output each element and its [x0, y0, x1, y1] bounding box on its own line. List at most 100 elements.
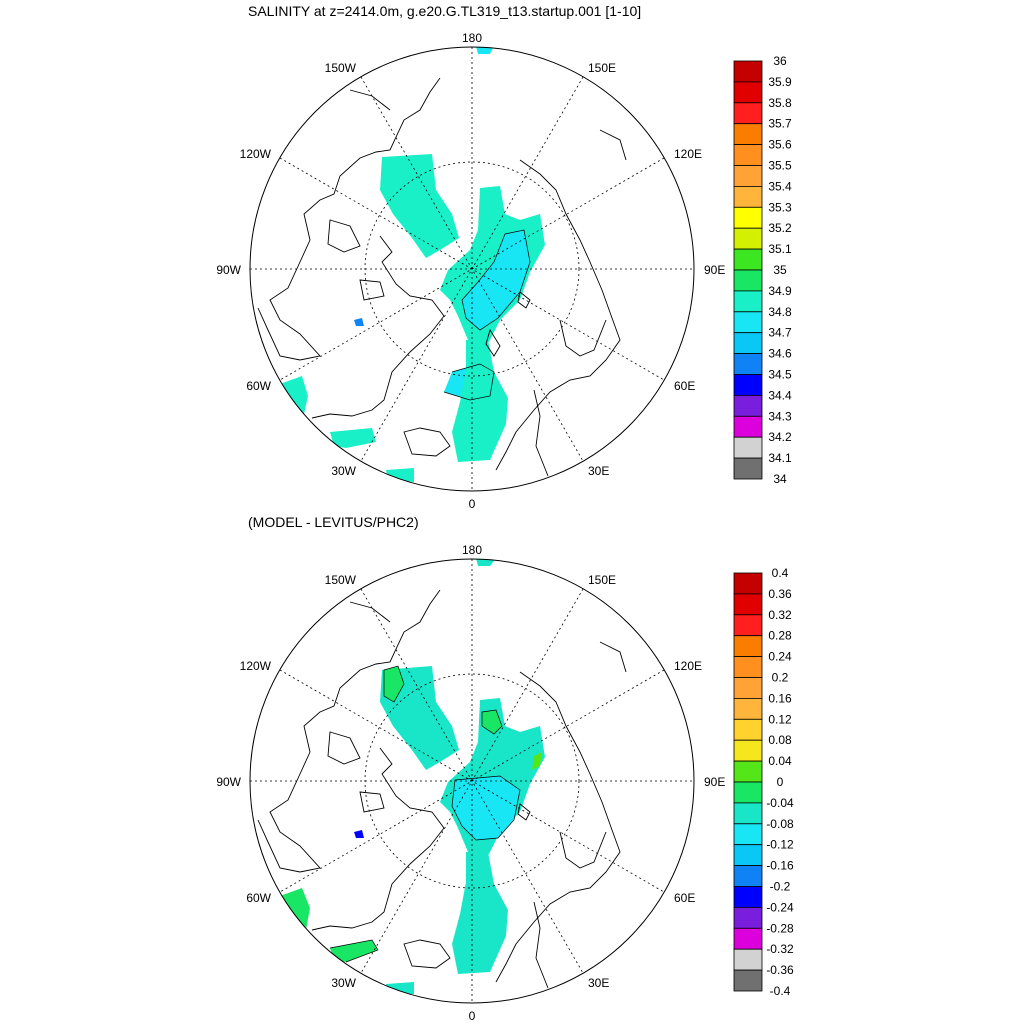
lon-label-180: 180 — [462, 543, 482, 557]
lon-label-30w: 30W — [331, 464, 356, 478]
lon-label-30w: 30W — [331, 976, 356, 990]
colorbar-label: 34.8 — [768, 305, 792, 319]
colorbar-swatch — [733, 760, 763, 783]
diff-region-nordic — [452, 852, 508, 974]
colorbar-label: 35.6 — [768, 138, 792, 152]
lon-label-120e: 120E — [674, 659, 702, 673]
colorbar-swatch — [733, 436, 763, 459]
coastlines — [257, 77, 627, 477]
diff-region-green-3 — [532, 752, 542, 770]
colorbar-label: -0.36 — [766, 963, 794, 977]
map-boundary — [249, 46, 695, 492]
colorbar-label: 34 — [773, 472, 787, 486]
colorbar-label: 35 — [773, 263, 787, 277]
colorbar-label: 35.1 — [768, 242, 792, 256]
colorbar-label: 0.04 — [768, 754, 792, 768]
colorbar-swatch — [733, 394, 763, 417]
colorbar-swatch — [733, 311, 763, 334]
lon-label-90w: 90W — [216, 263, 241, 277]
lon-label-150w: 150W — [325, 573, 357, 587]
colorbar-swatch — [733, 698, 763, 720]
colorbar-label: -0.04 — [766, 796, 794, 810]
colorbar-swatch — [733, 269, 763, 292]
lon-label-60w: 60W — [246, 379, 271, 393]
lon-label-60e: 60E — [674, 891, 695, 905]
colorbar-label: 34.6 — [768, 347, 792, 361]
colorbar-swatch — [733, 948, 763, 971]
panel-1-map: 180 0 90W 90E 150W 120W 150E 120E 60W 30… — [216, 31, 792, 511]
colorbar-label: -0.32 — [766, 942, 794, 956]
colorbar-swatch — [733, 290, 763, 313]
colorbar-label: 0.32 — [768, 608, 792, 622]
panel-2-map: 180 0 90W 90E 150W 120W 150E 120E 60W 30… — [216, 543, 794, 1023]
colorbar-swatch — [733, 227, 763, 250]
colorbar-label: 34.4 — [768, 388, 792, 402]
graticule-2 — [250, 559, 694, 1003]
colorbar-label: 0.12 — [768, 712, 792, 726]
lon-label-60e: 60E — [674, 379, 695, 393]
colorbar-swatch — [733, 374, 763, 396]
colorbar-label: 0.2 — [772, 671, 789, 685]
colorbar-label: 36 — [773, 54, 787, 68]
colorbar-label: 35.3 — [768, 200, 792, 214]
colorbar-label: 0.24 — [768, 650, 792, 664]
colorbar-label: -0.2 — [770, 880, 791, 894]
colorbar-swatch — [733, 718, 763, 741]
colorbar-swatch — [733, 60, 763, 83]
salinity-region-labrador — [280, 376, 308, 414]
lon-label-120w: 120W — [240, 147, 272, 161]
lon-label-180: 180 — [462, 31, 482, 45]
lon-label-30e: 30E — [588, 464, 609, 478]
lon-label-90e: 90E — [704, 775, 725, 789]
colorbar-label: -0.16 — [766, 859, 794, 873]
colorbar-swatch — [733, 415, 763, 438]
lon-label-90w: 90W — [216, 775, 241, 789]
diff-region-atlantic-2 — [386, 982, 414, 994]
colorbar-label: 0 — [777, 775, 784, 789]
map-boundary-2 — [249, 558, 695, 1004]
colorbar-label: -0.24 — [766, 900, 794, 914]
salinity-region-atlantic-1 — [330, 428, 376, 448]
colorbar-label: 34.9 — [768, 284, 792, 298]
colorbar-swatch — [733, 457, 763, 480]
lon-label-60w: 60W — [246, 891, 271, 905]
salinity-region-nordic — [452, 340, 508, 462]
lon-label-0: 0 — [469, 1009, 476, 1023]
salinity-region-hudson — [354, 318, 364, 326]
colorbar-swatch — [733, 927, 763, 950]
diff-region-hudson — [354, 830, 364, 838]
colorbar-difference: 0.4 0.36 0.32 0.28 0.24 0.2 0.16 0.12 0.08 0.04 0 -… — [733, 566, 794, 998]
lon-label-120w: 120W — [240, 659, 272, 673]
diff-region-labrador — [280, 888, 310, 930]
colorbar-label: 35.8 — [768, 96, 792, 110]
colorbar-label: -0.08 — [766, 817, 794, 831]
colorbar-swatch — [733, 969, 763, 992]
colorbar-swatch — [733, 332, 763, 355]
panel-2-title: (MODEL - LEVITUS/PHC2) — [248, 514, 419, 530]
colorbar-swatch — [733, 823, 763, 846]
colorbar-label: 0.4 — [772, 566, 789, 580]
colorbar-label: 34.2 — [768, 430, 792, 444]
diff-region-eurasian — [452, 776, 520, 840]
colorbar-label: 0.16 — [768, 691, 792, 705]
colorbar-swatch — [733, 739, 763, 762]
colorbar-label: -0.28 — [766, 921, 794, 935]
colorbar-label: 0.28 — [768, 629, 792, 643]
colorbar-swatch — [733, 572, 763, 595]
diff-region-green-2 — [482, 710, 502, 734]
colorbar-salinity: 36 35.9 35.8 35.7 35.6 35.5 35.4 35.3 35.2 35.1 35… — [733, 54, 792, 486]
salinity-region-beaufort — [380, 154, 459, 258]
colorbar-label: 34.7 — [768, 326, 792, 340]
colorbar-swatch — [733, 102, 763, 125]
panel-1-title: SALINITY at z=2414.0m, g.e20.G.TL319_t13… — [248, 3, 642, 19]
lon-label-150e: 150E — [588, 573, 616, 587]
colorbar-label: 0.36 — [768, 587, 792, 601]
colorbar-swatch — [733, 656, 763, 678]
colorbar-swatch — [733, 677, 763, 699]
colorbar-label: 34.1 — [768, 451, 792, 465]
lon-label-120e: 120E — [674, 147, 702, 161]
contour-lines — [443, 229, 531, 401]
colorbar-label: 35.9 — [768, 75, 792, 89]
colorbar-swatch — [733, 206, 763, 229]
